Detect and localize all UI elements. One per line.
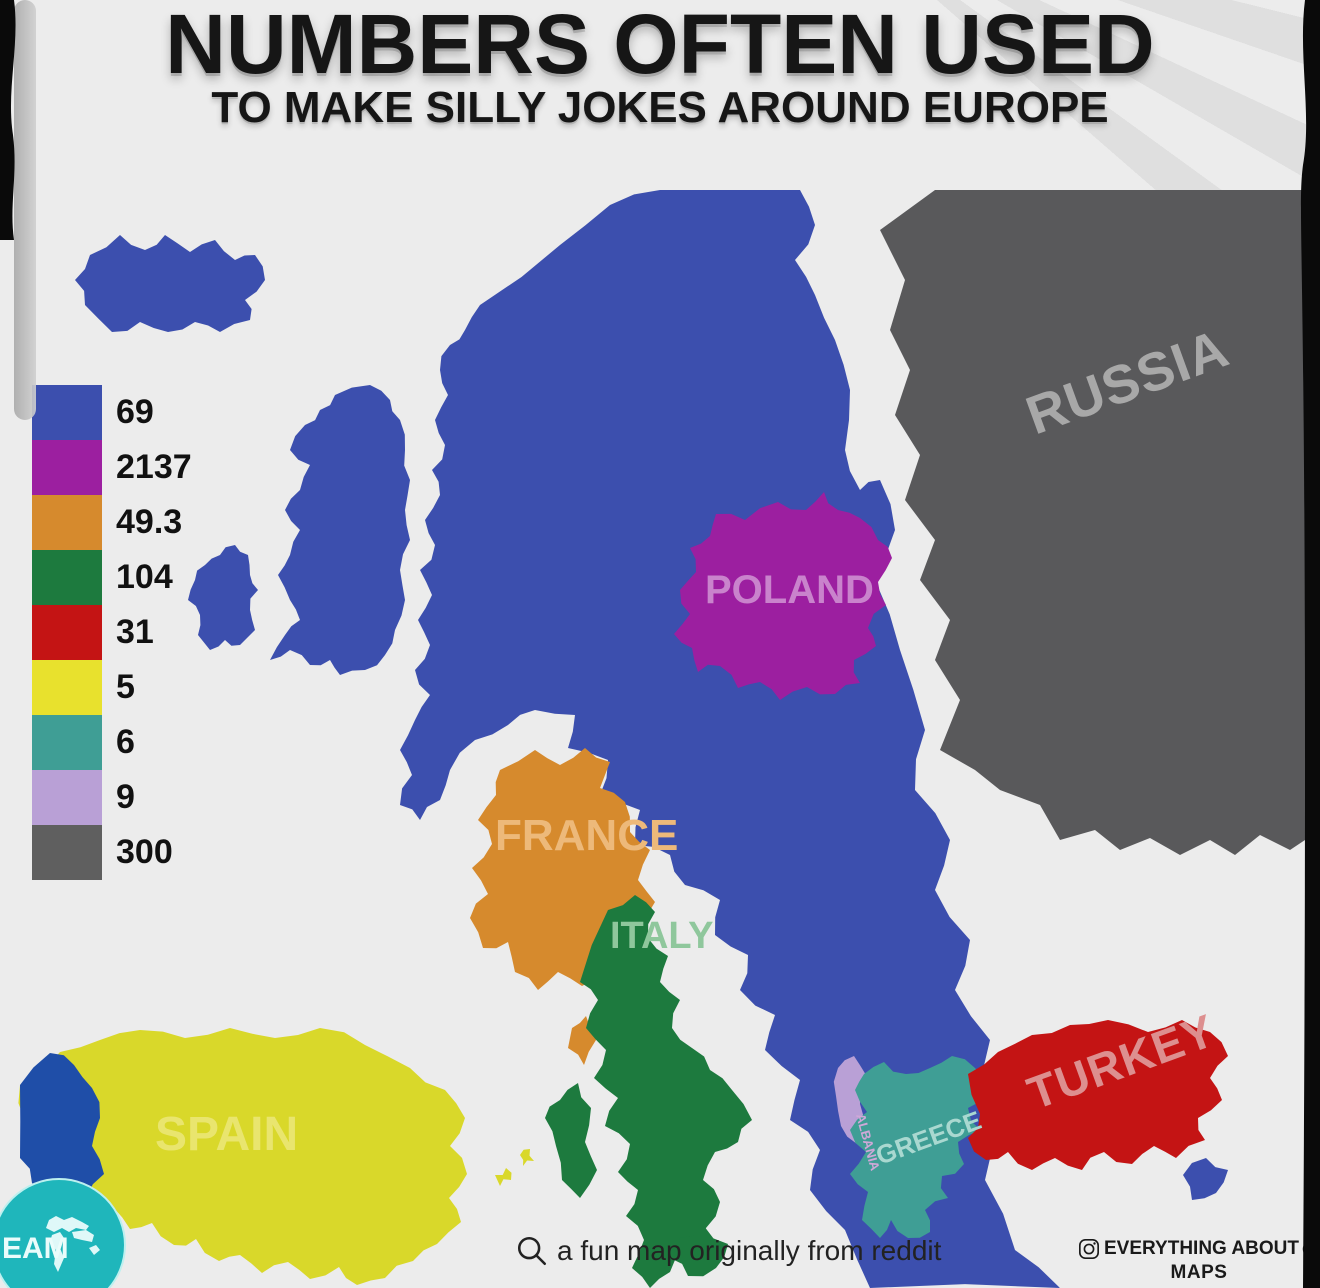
svg-text:SPAIN: SPAIN	[155, 1108, 298, 1161]
svg-text:ITALY: ITALY	[610, 915, 713, 957]
svg-text:EAM: EAM	[2, 1232, 69, 1265]
svg-text:POLAND: POLAND	[705, 568, 874, 612]
svg-text:FRANCE: FRANCE	[495, 811, 678, 860]
